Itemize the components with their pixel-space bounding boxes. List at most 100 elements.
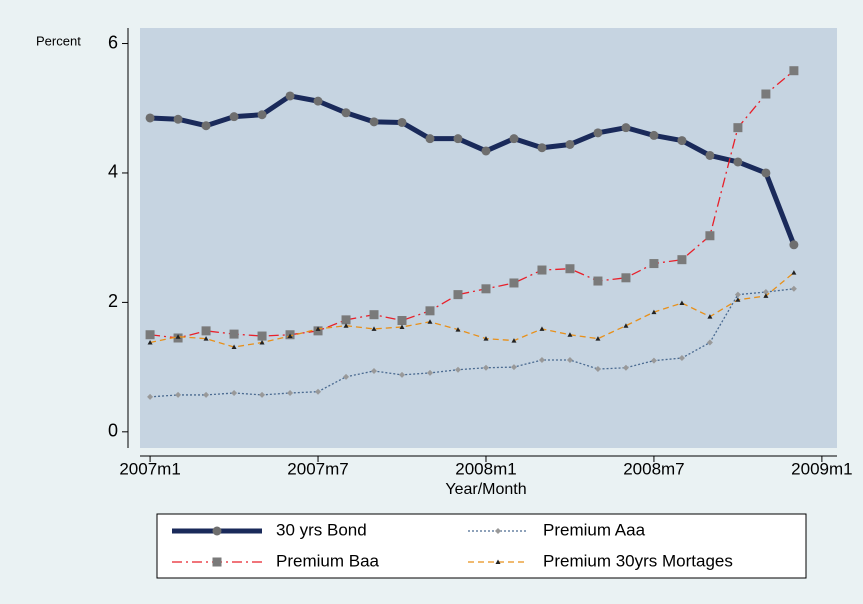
point: [734, 291, 741, 298]
series-line: [150, 288, 794, 398]
point: [173, 114, 183, 124]
point: [733, 157, 743, 167]
point: [175, 334, 181, 339]
point: [483, 336, 489, 341]
point: [201, 326, 211, 336]
point: [175, 391, 182, 398]
point: [761, 89, 771, 99]
point: [259, 340, 265, 345]
point: [425, 134, 435, 144]
x-tick-label: 2008m1: [455, 459, 516, 478]
point: [147, 340, 153, 345]
point: [397, 316, 407, 326]
point: [259, 391, 266, 398]
point: [455, 327, 461, 332]
point: [285, 91, 295, 101]
point: [565, 139, 575, 149]
point: [538, 356, 545, 363]
point: [145, 330, 155, 340]
point: [201, 121, 211, 131]
point: [537, 143, 547, 153]
point: [790, 285, 797, 292]
point: [287, 333, 293, 339]
point: [147, 393, 154, 400]
point: [593, 128, 603, 138]
point: [733, 123, 743, 133]
point: [427, 319, 433, 324]
y-tick-label: 4: [108, 162, 118, 182]
series-line: [150, 70, 795, 339]
point: [622, 364, 629, 371]
point: [509, 134, 519, 144]
x-tick-label: 2008m7: [623, 459, 684, 478]
point: [454, 366, 461, 373]
x-tick-label: 2007m1: [119, 459, 180, 478]
point: [369, 310, 379, 320]
point: [735, 297, 741, 302]
point: [481, 284, 491, 294]
point: [313, 96, 323, 106]
point: [791, 270, 797, 275]
point: [231, 389, 238, 396]
point: [509, 278, 519, 288]
point: [257, 331, 267, 341]
point: [594, 366, 601, 373]
point: [566, 356, 573, 363]
point: [705, 150, 715, 160]
legend-marker: [495, 559, 501, 564]
legend-label: 30 yrs Bond: [276, 520, 367, 539]
point: [482, 364, 489, 371]
point: [343, 373, 350, 380]
point: [315, 388, 322, 395]
point: [623, 323, 629, 328]
series-line: [149, 272, 795, 348]
legend-marker: [212, 557, 222, 567]
x-tick-label: 2009m1: [791, 459, 852, 478]
point: [789, 240, 799, 250]
point: [399, 371, 406, 378]
point: [341, 108, 351, 118]
point: [651, 309, 657, 315]
point: [595, 336, 601, 341]
legend-marker: [212, 526, 222, 536]
point: [789, 66, 799, 76]
point: [761, 168, 771, 178]
point: [231, 344, 237, 350]
point: [453, 134, 463, 144]
legend: [156, 513, 807, 579]
point: [315, 326, 321, 331]
point: [679, 300, 685, 306]
point: [649, 259, 659, 269]
point: [343, 323, 349, 328]
point: [762, 289, 769, 296]
legend-label: Premium Baa: [276, 551, 380, 570]
point: [229, 329, 239, 339]
y-tick-label: 2: [108, 291, 118, 311]
point: [371, 367, 378, 374]
series-line: [149, 93, 797, 246]
point: [287, 389, 294, 396]
point: [650, 357, 657, 364]
point: [203, 336, 209, 341]
point: [481, 146, 491, 156]
point: [677, 255, 687, 265]
point: [537, 265, 547, 275]
point: [707, 314, 713, 319]
x-tick-label: 2007m7: [287, 459, 348, 478]
point: [426, 369, 433, 376]
point: [511, 338, 517, 343]
legend-marker: [495, 528, 501, 534]
legend-label: Premium 30yrs Mortages: [543, 551, 733, 570]
point: [369, 117, 379, 127]
point: [621, 123, 631, 133]
point: [705, 231, 715, 241]
point: [677, 136, 687, 146]
point: [565, 264, 575, 274]
plot-area: [140, 28, 837, 448]
point: [649, 130, 659, 140]
point: [706, 339, 713, 346]
point: [145, 113, 155, 123]
point: [621, 273, 631, 283]
y-tick-label: 0: [108, 421, 118, 441]
